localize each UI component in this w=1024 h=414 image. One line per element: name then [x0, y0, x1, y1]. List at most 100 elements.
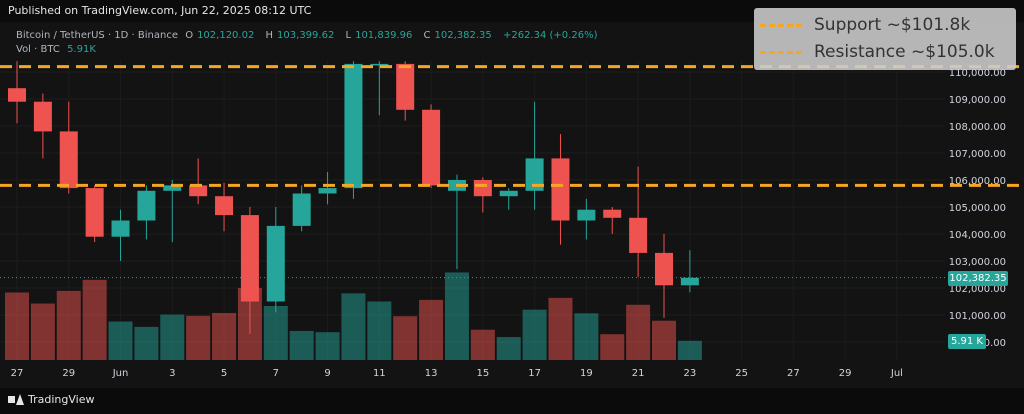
x-tick-label: 3 — [169, 368, 175, 379]
high-value: 103,399.62 — [277, 30, 335, 41]
y-tick-label: 109,000.00 — [949, 95, 1006, 106]
y-tick-label: 101,000.00 — [949, 311, 1006, 322]
volume-bar — [82, 279, 107, 360]
volume-bar — [315, 332, 340, 360]
x-tick-label: 13 — [425, 368, 438, 379]
volume-bar — [5, 292, 29, 360]
candle-body — [473, 180, 492, 197]
candle-body — [577, 209, 596, 221]
volume-bar — [677, 340, 702, 360]
candle-body — [59, 131, 78, 189]
y-tick-label: 107,000.00 — [949, 149, 1006, 160]
candle-body — [240, 215, 259, 302]
y-tick-label: 104,000.00 — [949, 230, 1006, 241]
x-tick-label: 9 — [324, 368, 330, 379]
tradingview-logo-icon — [8, 394, 24, 405]
candle-body — [292, 193, 311, 226]
volume-bar — [548, 297, 573, 360]
x-tick-label: 27 — [787, 368, 800, 379]
candle-body — [215, 196, 234, 216]
open-label: O — [185, 30, 194, 41]
bottom-bar — [0, 388, 1024, 414]
volume-bar — [470, 329, 495, 360]
candle-body — [629, 217, 648, 253]
x-tick-label: 27 — [11, 368, 24, 379]
volume-bar — [419, 299, 444, 360]
y-tick-label: 108,000.00 — [949, 122, 1006, 133]
candle-body — [33, 101, 52, 132]
current-price-badge: 102,382.35 — [948, 271, 1008, 286]
candle-body — [525, 158, 544, 191]
support-legend-item: Support ~$101.8k — [760, 12, 970, 38]
candle-body — [85, 188, 104, 237]
volume-label: Vol · BTC — [16, 44, 60, 55]
x-tick-label: Jun — [112, 368, 129, 379]
volume-bar — [367, 301, 392, 360]
candle-body — [111, 220, 130, 237]
candle-body — [655, 252, 673, 286]
volume-bar — [134, 326, 159, 360]
high-label: H — [265, 30, 274, 41]
resistance-legend-item: Resistance ~$105.0k — [760, 39, 995, 65]
close-label: C — [423, 30, 431, 41]
volume-bar — [289, 330, 314, 360]
resistance-swatch — [760, 50, 802, 54]
x-tick-label: 5 — [221, 368, 227, 379]
volume-bar — [186, 315, 211, 360]
volume-bar — [574, 313, 599, 360]
volume-legend: Vol · BTC 5.91K — [16, 44, 100, 55]
x-tick-label: 15 — [476, 368, 489, 379]
volume-bar — [341, 293, 366, 360]
volume-bar — [652, 320, 676, 360]
candle-body — [499, 190, 518, 197]
x-tick-label: Jul — [890, 368, 903, 379]
low-value: 101,839.96 — [355, 30, 413, 41]
volume-bar — [444, 272, 469, 360]
x-tick-label: 19 — [580, 368, 593, 379]
candle-body — [370, 63, 389, 66]
candle-body — [266, 225, 285, 302]
y-tick-label: 110,000.00 — [949, 68, 1006, 79]
volume-bar — [626, 304, 651, 360]
y-tick-label: 103,000.00 — [949, 257, 1006, 268]
tradingview-logo: TradingView — [8, 393, 94, 406]
volume-bar — [393, 316, 418, 360]
candle-body — [189, 185, 208, 197]
volume-bar — [263, 306, 288, 360]
candle-body — [137, 190, 156, 221]
candle-body — [603, 209, 622, 218]
x-tick-label: 11 — [373, 368, 386, 379]
support-label: Support ~$101.8k — [814, 15, 971, 35]
support-swatch — [760, 23, 802, 27]
x-tick-label: 7 — [273, 368, 279, 379]
x-tick-label: 29 — [62, 368, 75, 379]
brand-name: TradingView — [28, 393, 95, 406]
candle-body — [680, 277, 699, 286]
y-tick-label: 102,000.00 — [949, 284, 1006, 295]
symbol-name: Bitcoin / TetherUS · 1D · Binance — [16, 30, 178, 41]
published-note: Published on TradingView.com, Jun 22, 20… — [8, 4, 312, 17]
volume-bar — [160, 314, 185, 360]
candle-body — [163, 185, 182, 191]
x-tick-label: 23 — [684, 368, 697, 379]
change-value: +262.34 (+0.26%) — [502, 30, 598, 41]
low-label: L — [345, 30, 352, 41]
open-value: 102,120.02 — [197, 30, 255, 41]
volume-value: 5.91K — [67, 44, 96, 55]
candle-body — [422, 109, 441, 186]
candle-body — [344, 63, 363, 189]
x-tick-label: 21 — [632, 368, 645, 379]
volume-bar — [522, 309, 547, 360]
y-tick-label: 105,000.00 — [949, 203, 1006, 214]
candle-body — [396, 63, 415, 110]
x-tick-label: 25 — [735, 368, 748, 379]
resistance-label: Resistance ~$105.0k — [814, 42, 995, 62]
x-tick-label: 29 — [839, 368, 852, 379]
level-legend: Support ~$101.8k Resistance ~$105.0k — [754, 8, 1016, 70]
volume-bar — [496, 337, 521, 360]
current-volume-badge: 5.91 K — [948, 334, 986, 349]
volume-bar — [600, 334, 625, 360]
volume-bar — [108, 321, 133, 360]
candle-body — [551, 158, 570, 221]
